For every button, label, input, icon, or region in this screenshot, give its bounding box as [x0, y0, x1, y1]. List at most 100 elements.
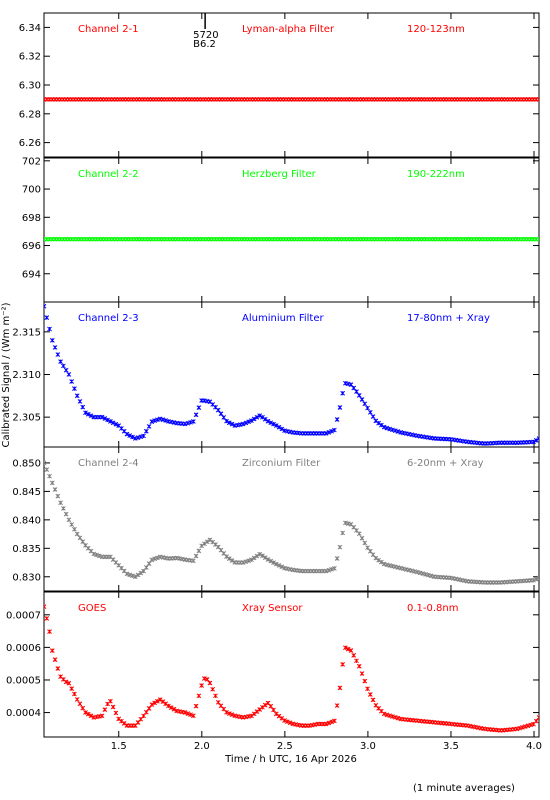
data-point [127, 572, 133, 578]
data-point [329, 719, 334, 725]
data-point [155, 698, 160, 704]
data-point [124, 431, 130, 437]
data-point [80, 705, 86, 711]
data-point [260, 553, 265, 559]
data-point [329, 566, 334, 572]
data-point [254, 553, 260, 559]
data-point [224, 709, 229, 715]
data-point [155, 417, 160, 423]
data-point [146, 424, 152, 429]
data-point [276, 563, 282, 568]
data-point [69, 522, 75, 527]
band-label: 0.1-0.8nm [407, 603, 459, 614]
data-point [94, 552, 99, 558]
data-point [362, 540, 368, 546]
x-tick-label: 1.5 [111, 741, 127, 752]
data-point [88, 713, 94, 719]
data-point [72, 386, 77, 391]
data-point [251, 416, 257, 422]
y-tick-label: 2.310 [12, 370, 41, 381]
footnote: (1 minute averages) [413, 783, 515, 794]
data-point [351, 653, 357, 658]
data-point [152, 556, 157, 562]
band-label: 17-80nm + Xray [407, 313, 490, 324]
data-point [390, 427, 395, 433]
data-point [323, 568, 329, 574]
data-point [166, 703, 171, 709]
data-point [99, 713, 105, 719]
x-tick-label: 2.0 [194, 741, 210, 752]
data-point [229, 421, 235, 427]
x-tick-label: 3.0 [360, 741, 376, 752]
data-point [370, 697, 376, 703]
y-tick-label: 0.845 [12, 487, 41, 498]
data-point [271, 707, 276, 713]
data-point [146, 706, 152, 711]
filter-label: Xray Sensor [242, 603, 303, 614]
data-point [44, 303, 47, 309]
x-tick-label: 4.0 [526, 741, 542, 752]
data-point [536, 575, 539, 581]
data-point [130, 573, 135, 579]
data-point [74, 697, 80, 702]
data-point [88, 413, 94, 419]
y-tick-label: 0.840 [12, 515, 41, 526]
data-point [66, 680, 72, 686]
data-point [531, 577, 536, 583]
data-point [80, 539, 86, 544]
data-point [202, 676, 207, 681]
data-point [359, 535, 365, 541]
data-point [143, 565, 149, 570]
data-point [271, 421, 276, 427]
panel-5: 1.5 2.0 2.5 3.0 3.5 4.0 0.0004 0.0005 0.0006 0.00… [6, 591, 542, 752]
filter-label: Aluminium Filter [242, 313, 325, 324]
data-point [323, 721, 329, 727]
data-point [44, 460, 47, 466]
data-point [536, 715, 539, 720]
data-point [522, 724, 528, 729]
data-point [204, 677, 210, 682]
data-point [63, 679, 69, 685]
data-point [141, 433, 146, 439]
data-point [193, 553, 199, 559]
data-point [96, 553, 102, 559]
data-point [193, 703, 199, 709]
data-point [265, 557, 271, 562]
data-point [210, 686, 216, 692]
data-point [61, 363, 66, 369]
channel-label: Channel 2-3 [78, 313, 139, 324]
data-point [381, 711, 387, 717]
data-point [130, 434, 135, 440]
data-point [332, 565, 337, 571]
data-point [185, 711, 191, 716]
data-point [265, 418, 271, 424]
y-tick-label: 702 [22, 156, 41, 167]
data-point [44, 616, 50, 621]
data-point [387, 713, 393, 719]
data-point [218, 411, 224, 417]
data-point [61, 506, 66, 511]
data-point [251, 555, 257, 561]
channel-label: Channel 2-1 [78, 24, 139, 35]
data-point [157, 697, 163, 702]
data-point [55, 493, 61, 499]
y-tick-label: 6.30 [19, 81, 41, 92]
band-label: 6-20nm + Xray [407, 458, 484, 469]
y-tick-label: 6.28 [19, 109, 41, 120]
x-tick-label: 3.5 [443, 741, 459, 752]
data-point [108, 698, 113, 704]
data-point [332, 427, 337, 433]
data-point [362, 401, 368, 407]
data-point [243, 420, 249, 426]
data-point [47, 326, 52, 332]
data-point [69, 379, 75, 384]
panel-3: 2.305 2.310 2.315 Channel 2-3 Aluminium Filt… [12, 301, 540, 448]
data-point [113, 421, 119, 427]
data-point [282, 718, 287, 723]
data-point [365, 686, 370, 692]
data-point [138, 570, 144, 576]
data-point [517, 725, 522, 731]
data-point [168, 705, 174, 710]
data-point [384, 425, 390, 431]
data-point [207, 680, 213, 686]
